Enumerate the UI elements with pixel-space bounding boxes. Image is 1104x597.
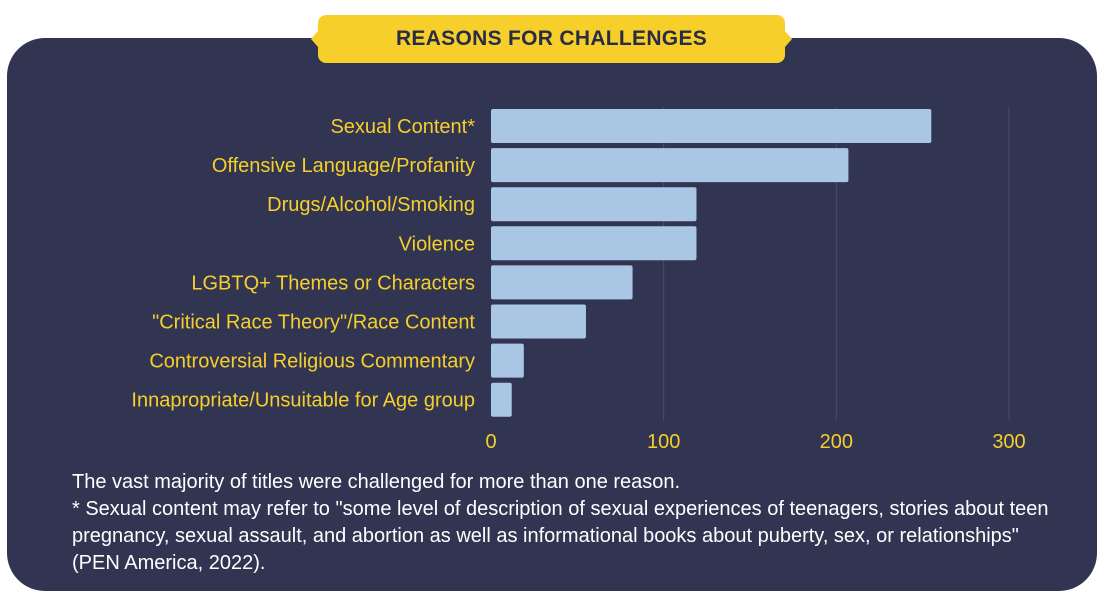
bar bbox=[491, 109, 932, 143]
category-label: Drugs/Alcohol/Smoking bbox=[267, 194, 475, 216]
x-tick-label: 200 bbox=[820, 431, 853, 453]
bar bbox=[491, 187, 697, 222]
bar bbox=[491, 304, 586, 339]
footnote-line-1: The vast majority of titles were challen… bbox=[72, 471, 681, 493]
bar bbox=[491, 148, 849, 183]
category-label: Sexual Content* bbox=[330, 116, 475, 138]
category-label: Violence bbox=[399, 233, 475, 255]
category-labels: Sexual Content* Offensive Language/Profan… bbox=[131, 116, 475, 412]
footnote: The vast majority of titles were challen… bbox=[72, 469, 1062, 577]
category-label: Offensive Language/Profanity bbox=[212, 155, 475, 177]
x-tick-label: 300 bbox=[992, 431, 1025, 453]
bar bbox=[491, 382, 512, 417]
category-label: Controversial Religious Commentary bbox=[149, 351, 475, 373]
bar bbox=[491, 343, 524, 378]
bar bbox=[491, 226, 697, 261]
bars bbox=[491, 109, 932, 417]
category-label: Innapropriate/Unsuitable for Age group bbox=[131, 390, 475, 412]
category-label: "Critical Race Theory"/Race Content bbox=[152, 312, 475, 334]
footnote-line-2: * Sexual content may refer to "some leve… bbox=[72, 498, 1049, 574]
x-tick-label: 100 bbox=[647, 431, 680, 453]
chart-title: REASONS FOR CHALLENGES bbox=[395, 27, 708, 50]
category-label: LGBTQ+ Themes or Characters bbox=[191, 272, 475, 294]
chart-title-banner: REASONS FOR CHALLENGES bbox=[311, 15, 792, 63]
bar bbox=[491, 265, 633, 300]
x-tick-label: 0 bbox=[485, 431, 496, 453]
x-tick-labels: 0 100 200 300 bbox=[485, 431, 1025, 453]
